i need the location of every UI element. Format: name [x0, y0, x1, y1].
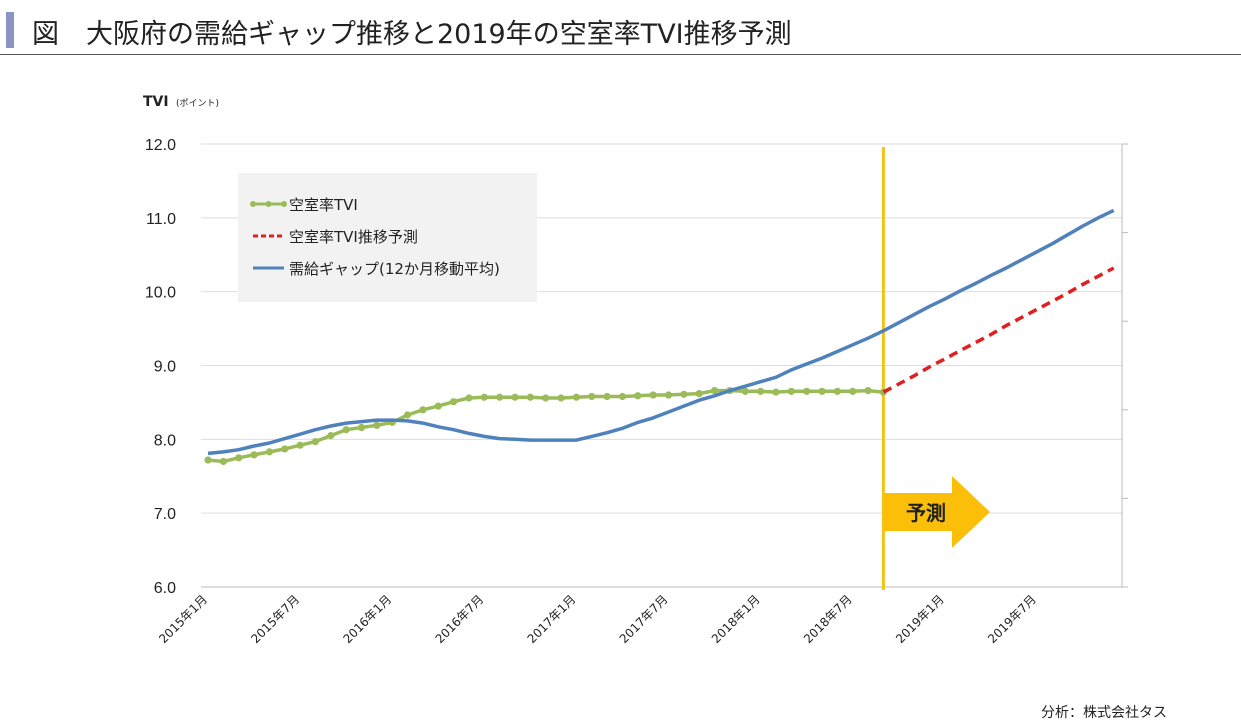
tvi-data-point — [373, 421, 381, 429]
y-tick-label: 11.0 — [146, 211, 176, 228]
tvi-data-point — [311, 437, 320, 446]
legend-marker — [265, 201, 272, 207]
tvi-data-point — [434, 402, 442, 410]
tvi-data-point — [603, 392, 611, 401]
tvi-data-point — [480, 393, 488, 401]
x-tick-label: 2019年7月 — [985, 592, 1039, 646]
legend-marker — [281, 201, 287, 207]
tvi-data-point — [265, 448, 273, 456]
tvi-data-point — [403, 411, 412, 419]
forecast-label: 予測 — [906, 501, 946, 525]
tvi-data-point — [849, 387, 857, 395]
tvi-data-point — [496, 393, 504, 401]
tvi-data-point — [465, 394, 473, 402]
tvi-data-point — [695, 389, 703, 398]
legend-label: 空室率TVI — [289, 196, 358, 214]
x-tick-label: 2018年1月 — [709, 592, 763, 646]
x-tick-label: 2017年1月 — [525, 592, 579, 646]
tvi-data-point — [833, 387, 841, 395]
x-tick-label: 2015年7月 — [248, 592, 302, 646]
tvi-data-point — [664, 391, 673, 399]
legend-label: 空室率TVI推移予測 — [289, 228, 418, 246]
y-tick-label: 10.0 — [145, 285, 176, 302]
legend-marker — [250, 201, 256, 207]
tvi-data-point — [757, 387, 765, 395]
tvi-data-point — [649, 391, 657, 399]
source-credit: 分析：株式会社タス — [1041, 705, 1167, 721]
tvi-data-point — [557, 394, 565, 402]
tvi-data-point — [572, 393, 581, 401]
tvi-data-point — [342, 426, 350, 434]
x-tick-label: 2016年7月 — [433, 592, 487, 646]
tvi-data-point — [803, 387, 811, 395]
tvi-data-point — [818, 387, 826, 395]
tvi-data-point — [680, 390, 688, 398]
tvi-data-point — [588, 392, 596, 401]
tvi-data-point — [526, 393, 534, 401]
title-bar: 図 大阪府の需給ギャップ推移と2019年の空室率TVI推移予測 — [0, 6, 1241, 55]
tvi-data-point — [542, 394, 550, 402]
y-tick-label: 9.0 — [154, 359, 176, 376]
y-tick-label: 7.0 — [154, 506, 176, 523]
page-title: 図 大阪府の需給ギャップ推移と2019年の空室率TVI推移予測 — [32, 19, 792, 50]
tvi-data-point — [235, 454, 243, 462]
tvi-data-point — [296, 441, 304, 449]
x-tick-label: 2018年7月 — [801, 592, 855, 646]
forecast-arrow-icon — [883, 476, 990, 548]
x-tick-label: 2015年1月 — [156, 592, 210, 646]
title-accent — [6, 12, 14, 48]
tvi-data-point — [219, 457, 227, 466]
series-line-1 — [882, 266, 1115, 394]
tvi-data-point — [327, 432, 335, 440]
y-axis-unit: (ポイント) — [176, 98, 219, 109]
tvi-data-point — [741, 387, 749, 395]
tvi-data-point — [618, 392, 627, 401]
y-tick-label: 8.0 — [154, 432, 176, 449]
tvi-data-point — [450, 398, 458, 406]
tvi-data-point — [204, 456, 212, 464]
tvi-data-point — [419, 406, 427, 414]
tvi-data-point — [710, 387, 719, 395]
tvi-data-point — [357, 423, 366, 432]
tvi-data-point — [511, 393, 519, 401]
x-tick-label: 2016年1月 — [340, 592, 394, 646]
tvi-data-point — [864, 387, 872, 395]
tvi-data-point — [250, 451, 258, 459]
tvi-data-point — [281, 445, 289, 453]
legend — [238, 173, 537, 302]
tvi-data-point — [634, 392, 642, 400]
y-tick-label: 12.0 — [145, 137, 176, 154]
tvi-data-point — [772, 388, 780, 396]
tvi-data-point — [787, 387, 795, 395]
y-tick-label: 6.0 — [154, 580, 176, 597]
series-line-2 — [207, 208, 1115, 456]
x-tick-label: 2019年1月 — [893, 592, 947, 646]
legend-label: 需給ギャップ(12か月移動平均) — [289, 260, 500, 278]
x-tick-label: 2017年7月 — [617, 592, 671, 646]
y-axis-label: TVI — [143, 94, 169, 110]
